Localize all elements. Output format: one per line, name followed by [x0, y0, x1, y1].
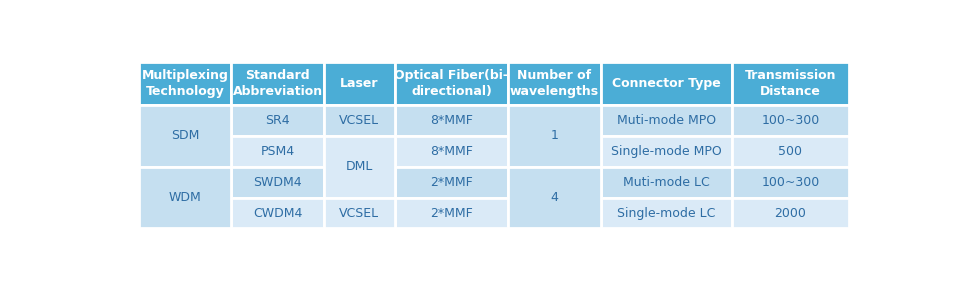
FancyBboxPatch shape: [732, 167, 849, 198]
FancyBboxPatch shape: [732, 136, 849, 167]
FancyBboxPatch shape: [394, 167, 508, 198]
Text: Number of
wavelengths: Number of wavelengths: [510, 69, 599, 98]
Text: 1: 1: [550, 130, 558, 142]
Text: 100~300: 100~300: [762, 176, 819, 189]
Text: Standard
Abbreviation: Standard Abbreviation: [232, 69, 323, 98]
FancyBboxPatch shape: [324, 105, 394, 136]
FancyBboxPatch shape: [508, 105, 601, 167]
Text: 4: 4: [550, 191, 558, 204]
Text: 2*MMF: 2*MMF: [430, 176, 472, 189]
Text: Muti-mode MPO: Muti-mode MPO: [617, 114, 715, 127]
FancyBboxPatch shape: [601, 105, 732, 136]
Text: SWDM4: SWDM4: [254, 176, 302, 189]
FancyBboxPatch shape: [394, 62, 508, 105]
FancyBboxPatch shape: [324, 198, 394, 228]
FancyBboxPatch shape: [508, 167, 601, 228]
Text: Multiplexing
Technology: Multiplexing Technology: [142, 69, 228, 98]
Text: Transmission
Distance: Transmission Distance: [744, 69, 836, 98]
Text: Muti-mode LC: Muti-mode LC: [623, 176, 710, 189]
Text: 500: 500: [778, 145, 802, 158]
FancyBboxPatch shape: [601, 198, 732, 228]
FancyBboxPatch shape: [231, 136, 324, 167]
Text: 8*MMF: 8*MMF: [430, 114, 473, 127]
FancyBboxPatch shape: [139, 105, 231, 167]
Text: 100~300: 100~300: [762, 114, 819, 127]
Text: DML: DML: [345, 160, 373, 173]
FancyBboxPatch shape: [732, 62, 849, 105]
Text: SR4: SR4: [265, 114, 290, 127]
Text: Laser: Laser: [340, 77, 379, 90]
FancyBboxPatch shape: [394, 136, 508, 167]
FancyBboxPatch shape: [394, 198, 508, 228]
FancyBboxPatch shape: [324, 62, 394, 105]
FancyBboxPatch shape: [139, 167, 231, 228]
Text: PSM4: PSM4: [260, 145, 295, 158]
Text: SDM: SDM: [172, 130, 200, 142]
FancyBboxPatch shape: [394, 105, 508, 136]
FancyBboxPatch shape: [601, 167, 732, 198]
FancyBboxPatch shape: [732, 198, 849, 228]
FancyBboxPatch shape: [139, 62, 231, 105]
Text: VCSEL: VCSEL: [339, 207, 379, 219]
Text: Single-mode LC: Single-mode LC: [617, 207, 715, 219]
Text: 2*MMF: 2*MMF: [430, 207, 472, 219]
Text: CWDM4: CWDM4: [253, 207, 303, 219]
FancyBboxPatch shape: [231, 62, 324, 105]
Text: 8*MMF: 8*MMF: [430, 145, 473, 158]
Text: VCSEL: VCSEL: [339, 114, 379, 127]
FancyBboxPatch shape: [732, 105, 849, 136]
FancyBboxPatch shape: [231, 198, 324, 228]
Text: 2000: 2000: [774, 207, 806, 219]
FancyBboxPatch shape: [324, 136, 394, 198]
FancyBboxPatch shape: [601, 62, 732, 105]
FancyBboxPatch shape: [231, 105, 324, 136]
Text: Optical Fiber(bi-
directional): Optical Fiber(bi- directional): [394, 69, 508, 98]
Text: Connector Type: Connector Type: [612, 77, 720, 90]
FancyBboxPatch shape: [508, 62, 601, 105]
FancyBboxPatch shape: [231, 167, 324, 198]
FancyBboxPatch shape: [601, 136, 732, 167]
Text: WDM: WDM: [169, 191, 201, 204]
Text: Single-mode MPO: Single-mode MPO: [611, 145, 721, 158]
